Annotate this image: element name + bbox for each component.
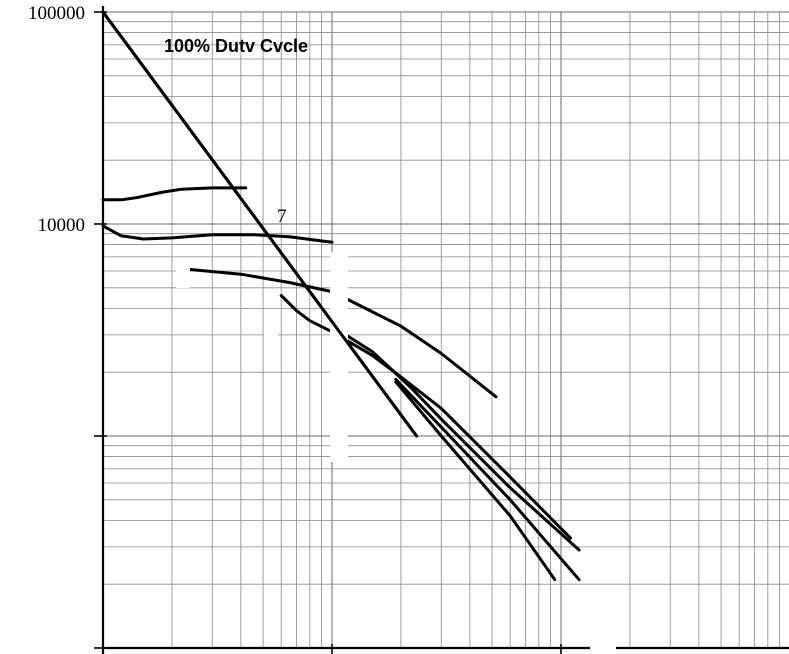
label-gap — [330, 252, 348, 462]
curve-label-7: 7 — [277, 206, 287, 227]
series-line — [394, 380, 557, 582]
label-gap — [590, 620, 616, 654]
series-line — [279, 294, 572, 540]
series-line — [101, 224, 334, 244]
duty-cycle-label: 100% Dutv Cvcle — [164, 36, 308, 56]
series-group — [101, 10, 616, 654]
axes — [94, 6, 789, 654]
series-line — [188, 268, 498, 399]
duty-cycle-100-line-overlay — [101, 10, 419, 438]
labels: 100000 10000 100% Dutv Cvcle 7 — [28, 3, 308, 236]
label-gap — [176, 262, 190, 288]
series-line — [394, 377, 581, 582]
grid — [103, 11, 789, 648]
y-tick-label: 100000 — [28, 3, 85, 24]
series-line — [101, 186, 248, 202]
y-tick-label: 10000 — [38, 215, 86, 236]
series-line — [330, 324, 581, 552]
label-gap — [264, 318, 278, 352]
